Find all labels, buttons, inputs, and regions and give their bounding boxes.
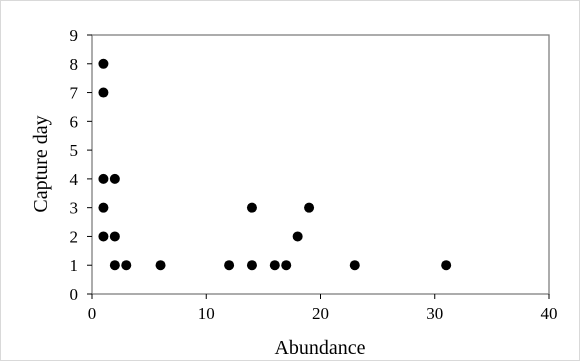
data-point — [246, 260, 257, 271]
data-point — [98, 231, 109, 242]
data-point — [121, 260, 132, 271]
x-tick-label: 10 — [198, 304, 215, 323]
y-tick-label: 5 — [70, 141, 79, 160]
data-point — [98, 58, 109, 69]
data-point — [155, 260, 166, 271]
data-point — [98, 202, 109, 213]
data-point — [304, 202, 315, 213]
y-tick-label: 0 — [70, 285, 79, 304]
y-tick-label: 9 — [70, 26, 79, 45]
data-point — [281, 260, 292, 271]
data-point — [292, 231, 303, 242]
data-point — [98, 173, 109, 184]
y-tick-label: 2 — [70, 227, 79, 246]
y-tick-label: 4 — [70, 170, 79, 189]
data-point — [98, 87, 109, 98]
data-point — [349, 260, 360, 271]
x-tick-label: 0 — [88, 304, 97, 323]
data-points — [98, 58, 452, 271]
data-point — [441, 260, 452, 271]
y-axis-title: Capture day — [30, 115, 52, 212]
data-point — [109, 231, 120, 242]
data-point — [109, 173, 120, 184]
plot-area — [91, 34, 550, 295]
data-point — [246, 202, 257, 213]
y-tick-label: 7 — [70, 84, 79, 103]
y-axis: 0 1 2 3 4 5 6 7 8 9 — [70, 26, 92, 304]
y-tick-label: 8 — [70, 55, 79, 74]
data-point — [269, 260, 280, 271]
x-tick-label: 20 — [312, 304, 329, 323]
data-point — [109, 260, 120, 271]
x-axis-title: Abundance — [274, 337, 365, 359]
x-tick-label: 40 — [541, 304, 558, 323]
y-tick-label: 3 — [70, 199, 79, 218]
y-tick-label: 6 — [70, 112, 79, 131]
x-tick-label: 30 — [426, 304, 443, 323]
data-point — [224, 260, 235, 271]
y-tick-label: 1 — [70, 256, 79, 275]
x-axis: 0 10 20 30 40 — [88, 294, 558, 323]
